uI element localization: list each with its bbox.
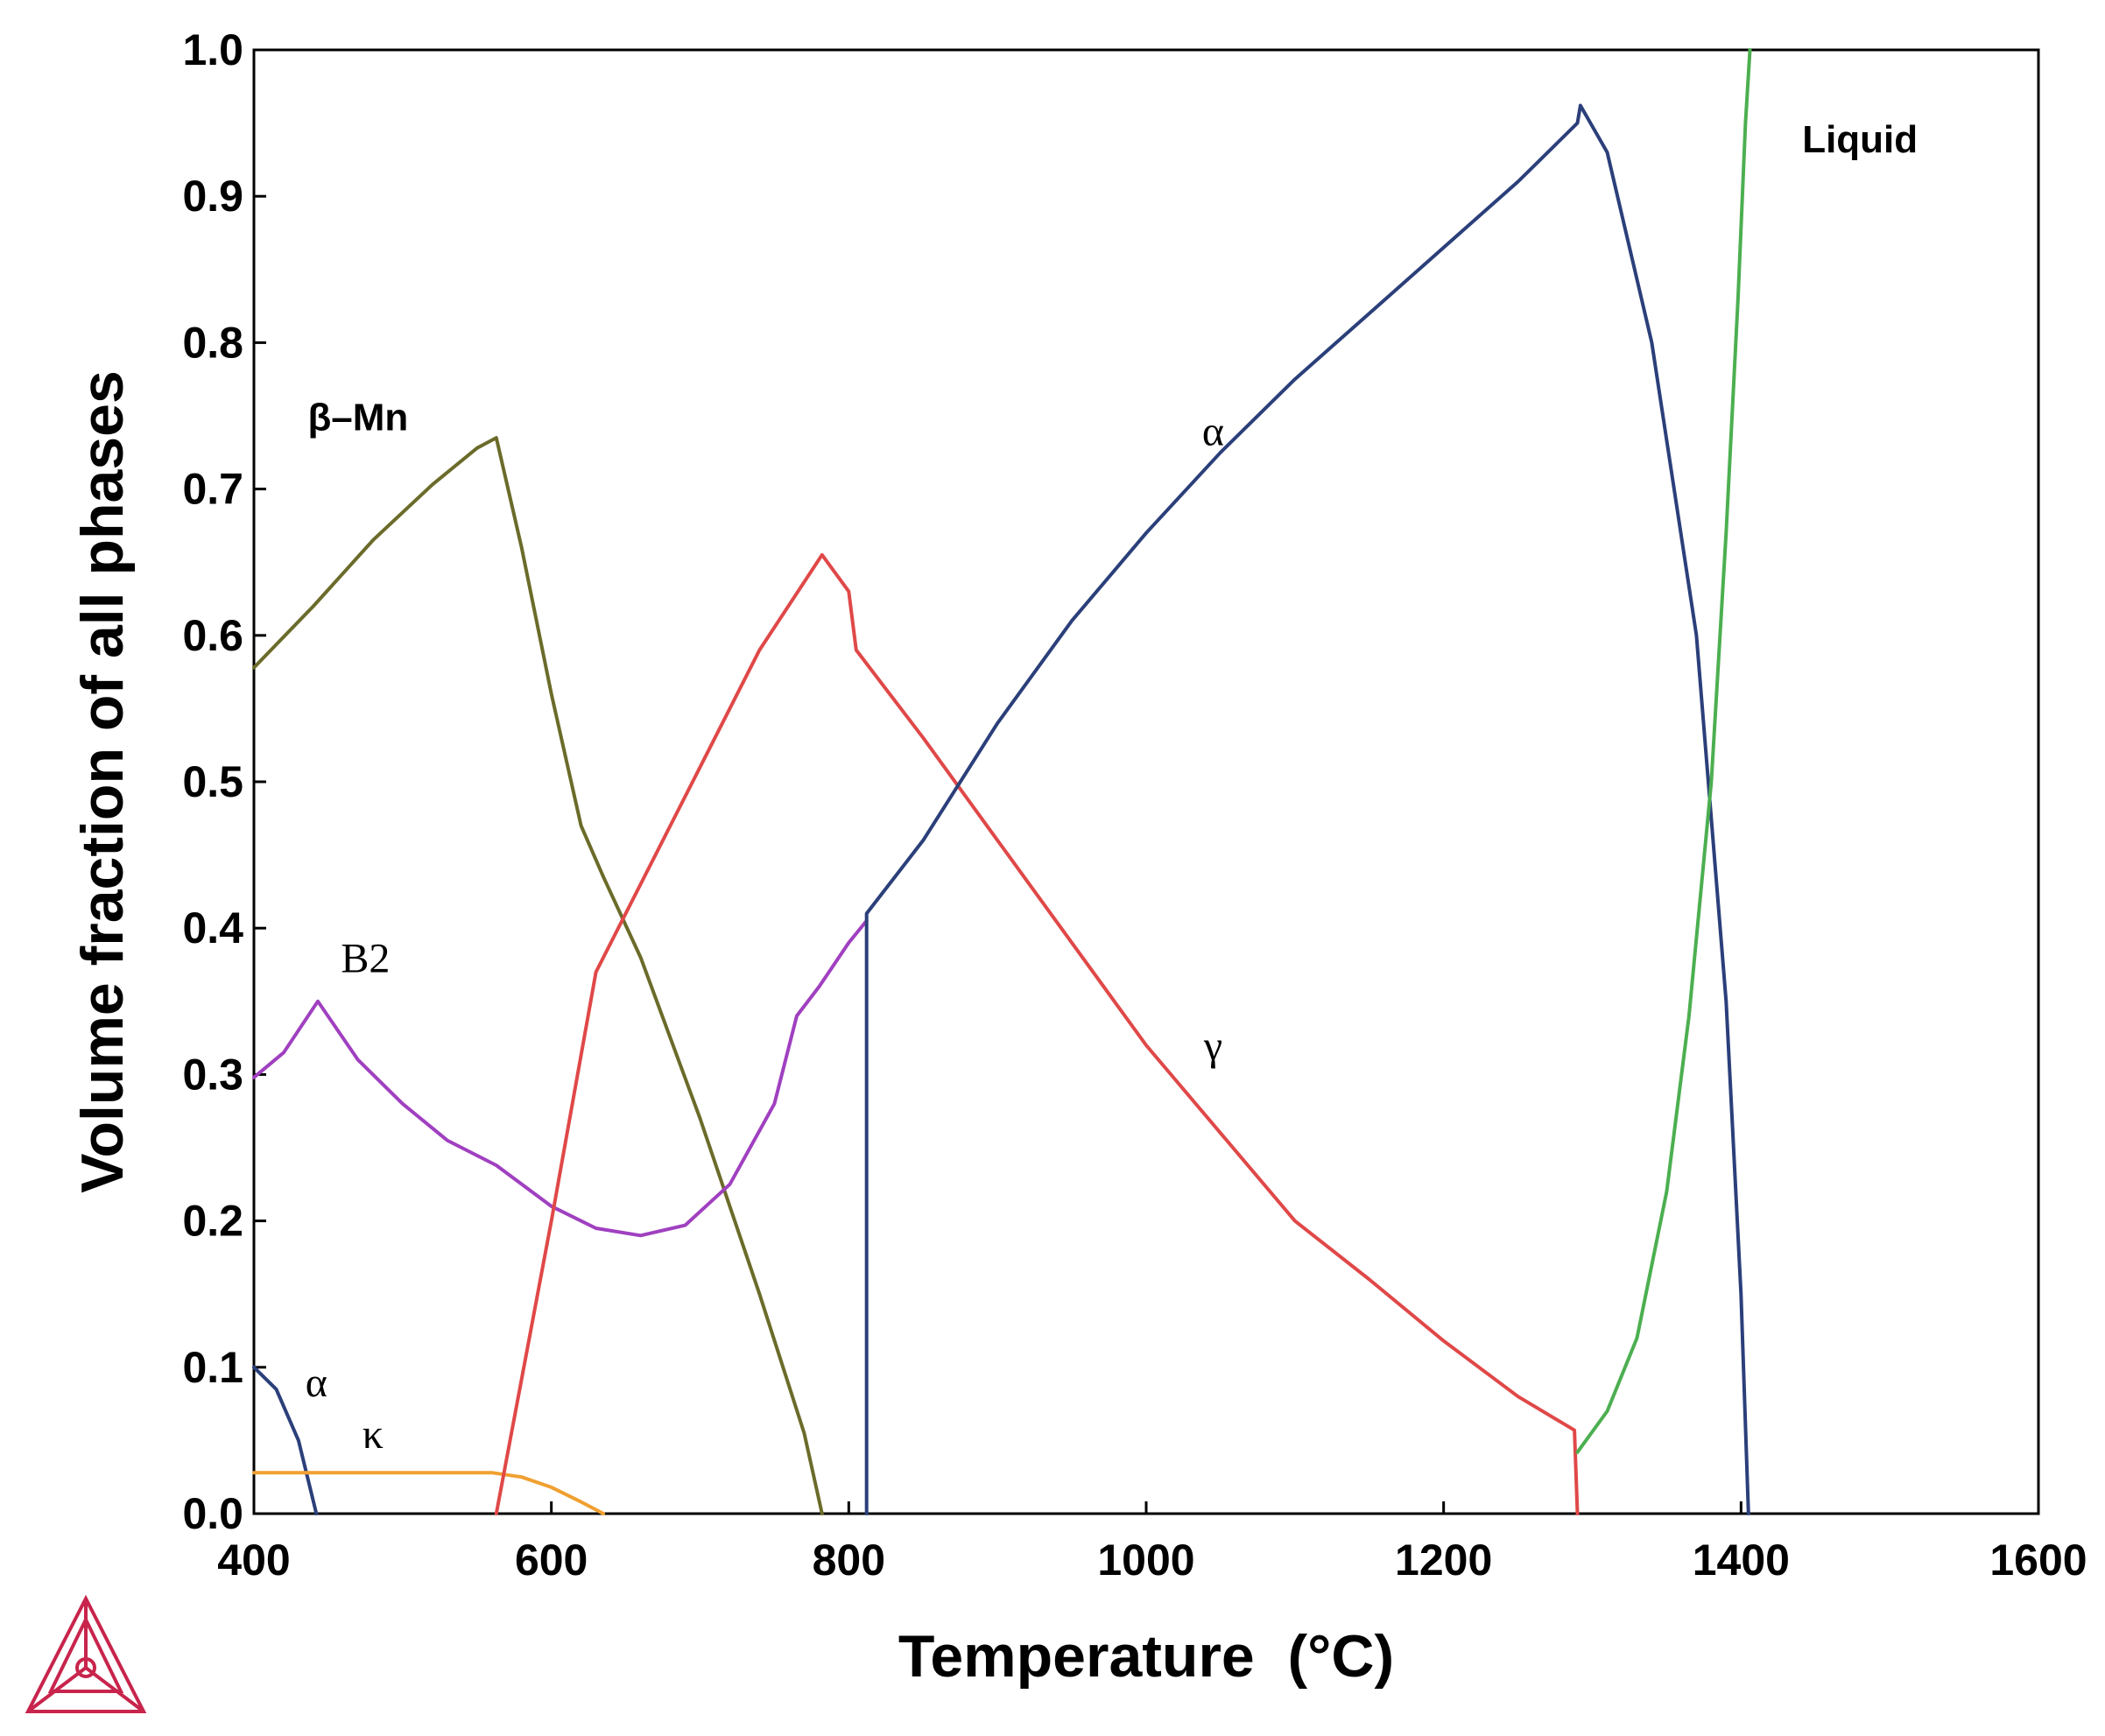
y-axis-ticks: 0.0 0.1 0.2 0.3 0.4 0.5 0.6 0.7 0.8 0.9 1.0 bbox=[182, 25, 266, 1538]
x-tick-label: 600 bbox=[515, 1536, 588, 1585]
series-layer bbox=[252, 48, 1752, 1515]
series-line-b2 bbox=[252, 918, 869, 1238]
series-line-liquid bbox=[1575, 48, 1752, 1454]
series-line-mn bbox=[252, 436, 824, 1515]
phase-label: κ bbox=[363, 1411, 384, 1458]
x-axis-title: Temperature (°C) bbox=[898, 1623, 1394, 1690]
y-tick-label: 0.1 bbox=[182, 1343, 243, 1392]
y-axis-title: Volume fraction of all phases bbox=[69, 370, 136, 1193]
phase-label: Liquid bbox=[1802, 118, 1918, 161]
phase-label: γ bbox=[1203, 1023, 1222, 1070]
x-tick-label: 1200 bbox=[1395, 1536, 1492, 1585]
y-tick-label: 0.7 bbox=[182, 465, 243, 514]
y-tick-label: 0.5 bbox=[182, 757, 243, 806]
y-tick-label: 0.3 bbox=[182, 1050, 243, 1099]
x-tick-label: 400 bbox=[217, 1536, 290, 1585]
series-line-item bbox=[864, 103, 1750, 1515]
y-tick-label: 0.8 bbox=[182, 318, 243, 367]
phase-label: B2 bbox=[341, 935, 390, 981]
y-tick-label: 0.0 bbox=[182, 1489, 243, 1538]
x-tick-label: 800 bbox=[813, 1536, 885, 1585]
series-line-item bbox=[252, 1471, 606, 1515]
x-tick-label: 1600 bbox=[1989, 1536, 2087, 1585]
x-tick-label: 1000 bbox=[1097, 1536, 1194, 1585]
plot-area bbox=[252, 48, 2040, 1515]
y-tick-label: 0.4 bbox=[182, 903, 243, 952]
series-line-low-temperature bbox=[252, 1365, 319, 1515]
y-tick-label: 1.0 bbox=[182, 25, 243, 74]
x-tick-label: 1400 bbox=[1693, 1536, 1790, 1585]
y-tick-label: 0.9 bbox=[182, 172, 243, 221]
thermo-calc-triangle-logo-icon bbox=[25, 1594, 147, 1713]
phase-label: β–Mn bbox=[307, 397, 408, 439]
x-axis-ticks: 400 600 800 1000 1200 1400 1600 bbox=[217, 1501, 2087, 1585]
phase-label: α bbox=[306, 1360, 327, 1406]
y-tick-label: 0.6 bbox=[182, 611, 243, 660]
y-tick-label: 0.2 bbox=[182, 1197, 243, 1246]
phase-label: α bbox=[1202, 408, 1224, 454]
series-line-item bbox=[494, 552, 1580, 1515]
